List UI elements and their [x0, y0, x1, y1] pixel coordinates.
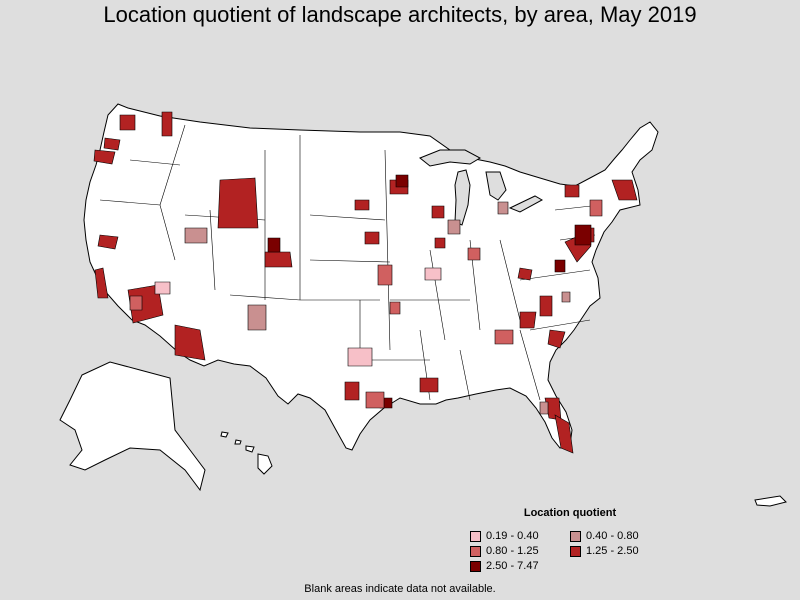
legend-item-1.25-2.50: 1.25 - 2.50 [570, 544, 670, 558]
legend-label: 1.25 - 2.50 [586, 545, 639, 557]
areas-0.40-0.80 [184, 201, 571, 415]
lake-superior [419, 149, 482, 167]
legend-title: Location quotient [523, 507, 617, 519]
legend-label: 0.19 - 0.40 [486, 530, 539, 542]
legend-item-0.80-1.25: 0.80 - 1.25 [470, 544, 570, 558]
legend-label: 0.40 - 0.80 [586, 530, 639, 542]
alaska-land [59, 361, 206, 492]
map-legend: Location quotient 0.19 - 0.40 0.40 - 0.8… [470, 507, 670, 573]
areas-0.80-1.25 [129, 199, 603, 409]
legend-swatch [570, 545, 581, 557]
legend-swatch [470, 530, 481, 542]
legend-label: 2.50 - 7.47 [486, 560, 539, 572]
areas-0.19-0.40 [154, 267, 442, 367]
map-title: Location quotient of landscape architect… [103, 2, 697, 27]
puerto-rico-land [754, 495, 787, 507]
lake-huron [485, 171, 507, 201]
legend-swatch [470, 560, 481, 572]
legend-swatch [470, 545, 481, 557]
lake-erie [508, 195, 544, 213]
legend-item-0.19-0.40: 0.19 - 0.40 [470, 529, 570, 543]
lake-michigan [454, 169, 471, 226]
legend-swatch [570, 530, 581, 542]
footnote: Blank areas indicate data not available. [304, 583, 496, 595]
hawaii-islands [220, 431, 273, 475]
legend-label: 0.80 - 1.25 [486, 545, 539, 557]
legend-item-2.50-7.47: 2.50 - 7.47 [470, 559, 570, 573]
state-borders [99, 124, 601, 401]
legend-item-0.40-0.80: 0.40 - 0.80 [570, 529, 670, 543]
